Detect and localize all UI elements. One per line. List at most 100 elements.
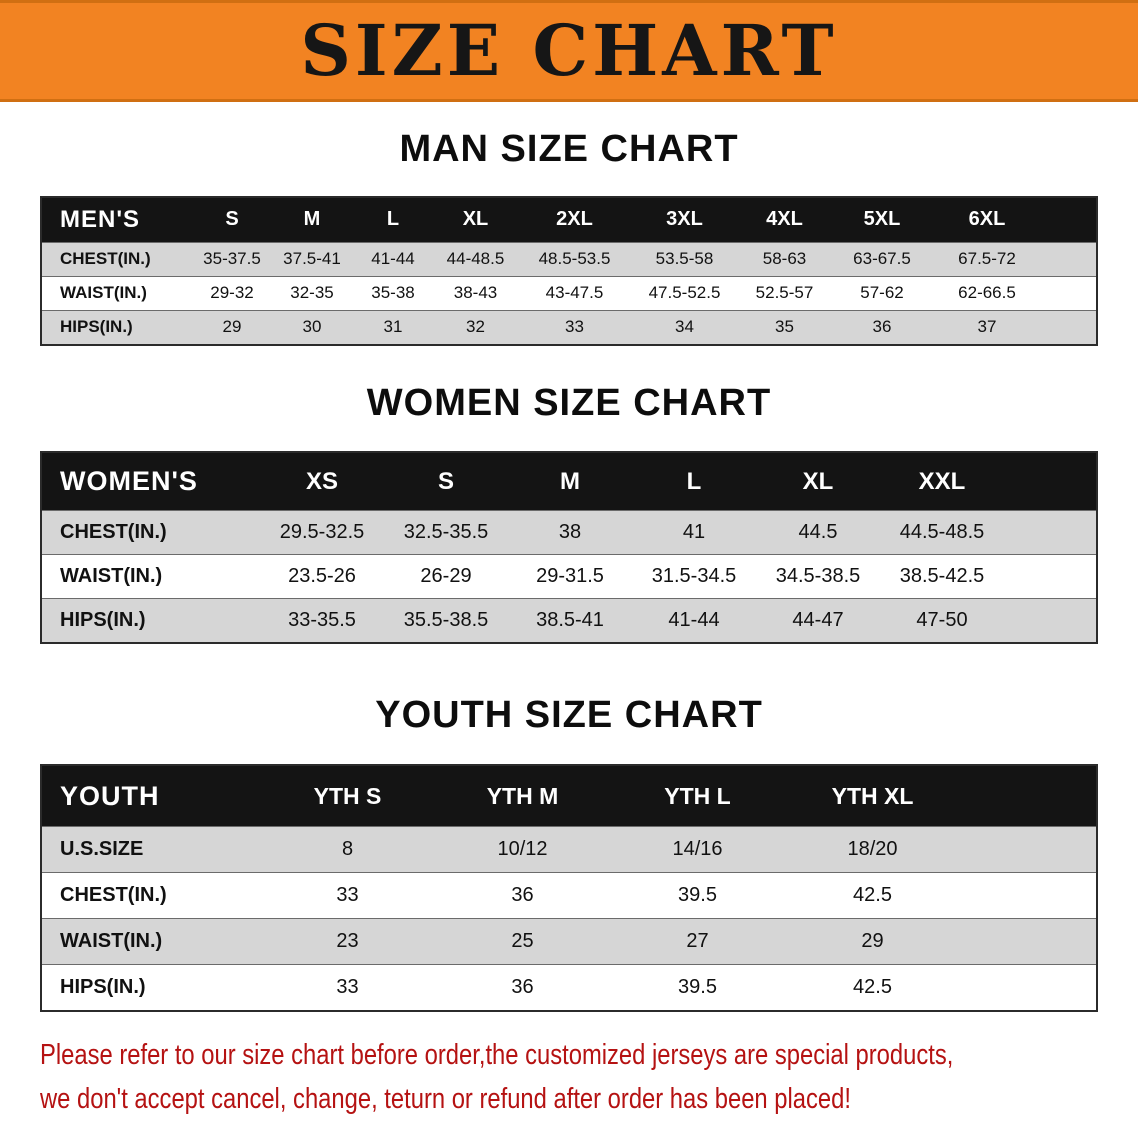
value-cell: 38.5-41 [536,609,604,632]
value-cell: 48.5-53.5 [538,249,611,269]
value-cell: 53.5-58 [655,249,714,269]
value-cell: 52.5-57 [755,283,814,303]
value-cell: 35.5-38.5 [403,609,489,632]
value-cell: 58-63 [762,249,807,269]
value-cell: 31 [383,317,403,337]
value-cell: 29 [222,317,242,337]
value-cell: 29.5-32.5 [279,521,365,544]
column-header-cell: YTH S [313,782,382,809]
row-label-cell: WAIST(IN.) [60,283,147,303]
value-cell: 33-35.5 [288,609,356,632]
table-title-cell: YOUTH [60,780,160,811]
row-label-cell: WAIST(IN.) [60,565,163,588]
row-label-cell: CHEST(IN.) [60,249,151,269]
table-data-row: CHEST(IN.) 33 36 39.5 42.5 [42,872,1096,919]
youth-section: YOUTH SIZE CHART YOUTH YTH S YTH M YTH L YTH… [0,694,1138,1013]
men-section: MAN SIZE CHART MEN'S S M L XL 2XL 3XL 4XL 5XL 6XL… [0,128,1138,346]
value-cell: 29-31.5 [536,565,604,588]
value-cell: 57-62 [860,283,904,303]
value-cell: 39.5 [678,884,717,907]
value-cell: 14/16 [672,838,723,861]
table-data-row: CHEST(IN.) 35-37.5 37.5-41 41-44 44-48.5 48.5… [42,241,1096,276]
column-header-cell: S [437,467,454,495]
value-cell: 42.5 [853,884,892,907]
value-cell: 10/12 [497,838,548,861]
value-cell: 42.5 [853,976,892,999]
value-cell: 44-48.5 [446,249,505,269]
table-data-row: HIPS(IN.) 29 30 31 32 33 34 35 36 37 [42,309,1096,344]
youth-size-table: YOUTH YTH S YTH M YTH L YTH XL U.S.SIZE 8 10/12… [40,764,1098,1013]
row-label-cell: HIPS(IN.) [60,317,133,337]
value-cell: 33 [565,317,584,337]
women-size-table: WOMEN'S XS S M L XL XXL CHEST(IN.) 29.5-32.5 32.5… [40,451,1098,645]
table-title-cell: MEN'S [60,205,141,233]
column-header-cell: XL [462,208,489,231]
value-cell: 29-32 [210,283,254,303]
table-header-row: WOMEN'S XS S M L XL XXL [42,453,1096,511]
value-cell: 23 [336,930,359,953]
value-cell: 33 [336,976,359,999]
value-cell: 27 [686,930,709,953]
value-cell: 41 [682,521,706,544]
column-header-cell: YTH L [664,782,731,809]
value-cell: 8 [341,838,354,861]
column-header-cell: L [686,467,702,495]
column-header-cell: M [303,208,321,231]
value-cell: 38-43 [453,283,498,303]
value-cell: 29 [861,930,884,953]
row-label-cell: CHEST(IN.) [60,884,167,907]
value-cell: 32 [466,317,485,337]
column-header-cell: YTH XL [831,782,914,809]
value-cell: 43-47.5 [545,283,604,303]
column-header-cell: YTH M [486,782,559,809]
table-data-row: WAIST(IN.) 29-32 32-35 35-38 38-43 43-47.5 47.… [42,275,1096,310]
value-cell: 32-35 [290,283,334,303]
table-header-row: MEN'S S M L XL 2XL 3XL 4XL 5XL 6XL [42,197,1096,242]
table-data-row: WAIST(IN.) 23.5-26 26-29 29-31.5 31.5-34.5 34… [42,554,1096,599]
value-cell: 47-50 [916,609,968,632]
row-label-cell: CHEST(IN.) [60,521,167,544]
youth-section-heading: YOUTH SIZE CHART [375,694,763,737]
disclaimer-line-1: Please refer to our size chart before or… [40,1039,954,1072]
value-cell: 63-67.5 [853,249,911,269]
disclaimer-text: Please refer to our size chart before or… [40,1034,1138,1121]
table-data-row: CHEST(IN.) 29.5-32.5 32.5-35.5 38 41 44.5 44.5… [42,510,1096,555]
column-header-cell: L [386,208,400,231]
table-header-row: YOUTH YTH S YTH M YTH L YTH XL [42,766,1096,827]
value-cell: 38.5-42.5 [899,565,985,588]
women-section-heading: WOMEN SIZE CHART [366,381,772,424]
value-cell: 36 [511,976,534,999]
row-label-cell: HIPS(IN.) [60,976,146,999]
banner-title: SIZE CHART [300,9,838,92]
column-header-cell: M [560,467,580,495]
value-cell: 18/20 [847,838,898,861]
column-header-cell: XL [802,467,834,495]
value-cell: 35 [775,317,794,337]
table-data-row: WAIST(IN.) 23 25 27 29 [42,918,1096,965]
value-cell: 39.5 [678,976,717,999]
women-section: WOMEN SIZE CHART WOMEN'S XS S M L XL XXL CHEST(… [0,382,1138,645]
value-cell: 36 [872,317,892,337]
value-cell: 33 [336,884,359,907]
value-cell: 41-44 [668,609,720,632]
value-cell: 37 [977,317,997,337]
row-label-cell: WAIST(IN.) [60,930,163,953]
table-data-row: U.S.SIZE 8 10/12 14/16 18/20 [42,826,1096,873]
value-cell: 35-37.5 [203,249,261,269]
column-header-cell: 6XL [968,208,1006,231]
disclaimer-line-2: we don't accept cancel, change, teturn o… [40,1082,851,1115]
column-header-cell: 2XL [556,208,593,231]
value-cell: 41-44 [371,249,415,269]
value-cell: 62-66.5 [958,283,1016,303]
value-cell: 34.5-38.5 [775,565,861,588]
value-cell: 44.5 [798,521,838,544]
value-cell: 44-47 [792,609,844,632]
value-cell: 25 [511,930,534,953]
value-cell: 26-29 [420,565,472,588]
value-cell: 37.5-41 [283,249,341,269]
men-section-heading: MAN SIZE CHART [399,128,739,170]
value-cell: 44.5-48.5 [899,521,985,544]
men-size-table: MEN'S S M L XL 2XL 3XL 4XL 5XL 6XL CHEST(IN.) 35-37… [40,195,1098,346]
table-data-row: HIPS(IN.) 33 36 39.5 42.5 [42,964,1096,1011]
value-cell: 23.5-26 [288,565,356,588]
